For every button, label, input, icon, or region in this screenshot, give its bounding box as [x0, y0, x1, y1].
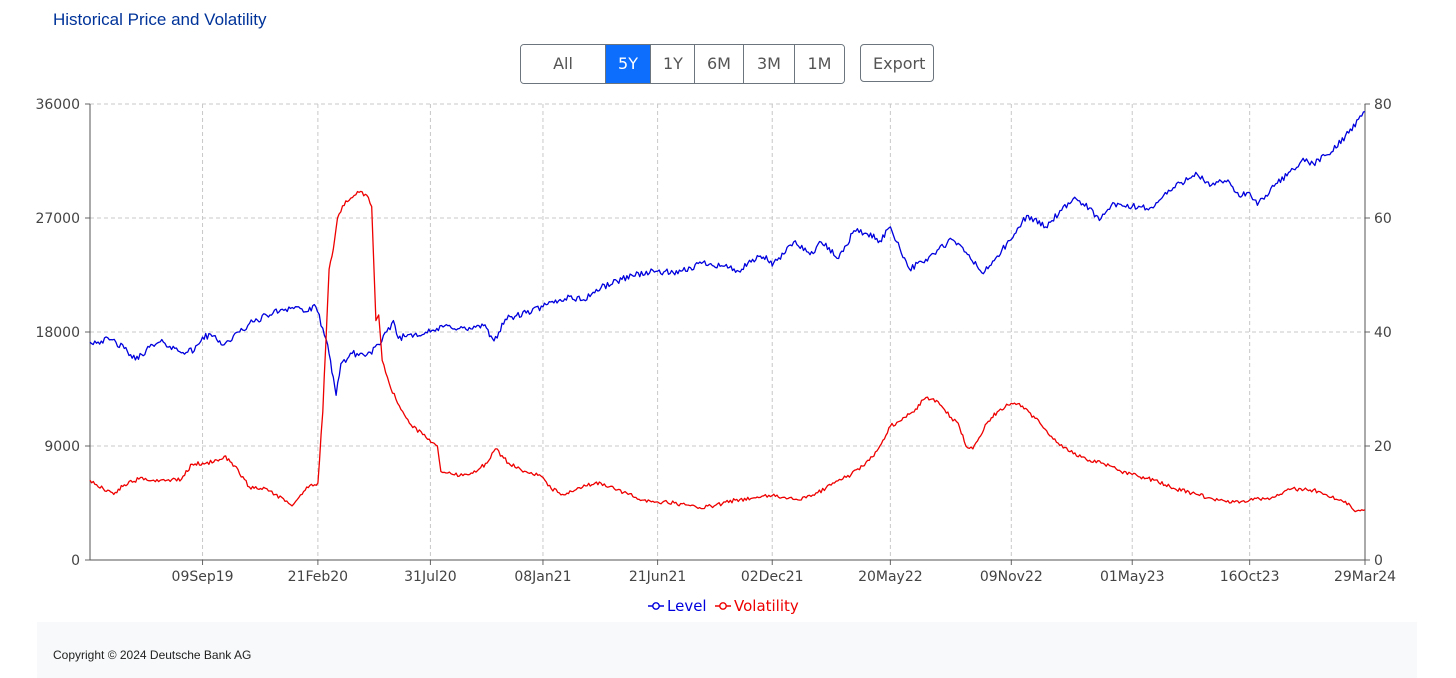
x-tick-label: 21Jun21 [629, 569, 687, 585]
series-line-volatility [89, 190, 1366, 513]
legend-item-volatility[interactable]: Volatility [715, 597, 799, 615]
range-button-3m[interactable]: 3M [744, 45, 795, 83]
y-right-tick-label: 0 [1374, 553, 1383, 569]
page-footer: Copyright © 2024 Deutsche Bank AG [37, 622, 1417, 678]
range-button-5y[interactable]: 5Y [606, 45, 651, 83]
legend-marker-icon [719, 602, 727, 610]
x-tick-label: 29Mar24 [1334, 569, 1396, 585]
legend-item-level[interactable]: Level [648, 597, 707, 615]
x-tick-label: 09Sep19 [172, 569, 234, 585]
range-button-6m[interactable]: 6M [695, 45, 744, 83]
y-left-tick-label: 27000 [35, 211, 80, 227]
chart-axes: 0 9000 18000 27000 36000 0 20 40 60 80 09Sep19 21Fe… [35, 97, 1396, 585]
chart-title: Historical Price and Volatility [53, 10, 267, 29]
range-button-all-time[interactable]: All Time [521, 45, 606, 83]
legend-label: Level [667, 597, 707, 615]
y-left-tick-label: 9000 [44, 439, 80, 455]
price-volatility-chart: 0 9000 18000 27000 36000 0 20 40 60 80 09Sep19 21Fe… [35, 97, 1396, 615]
x-tick-label: 09Nov22 [980, 569, 1043, 585]
export-button[interactable]: Export [860, 44, 934, 82]
x-tick-label: 02Dec21 [741, 569, 804, 585]
range-selector: All Time 5Y 1Y 6M 3M 1M [520, 44, 845, 84]
chart-series [89, 110, 1366, 513]
range-button-1y[interactable]: 1Y [651, 45, 695, 83]
chart-legend[interactable]: Level Volatility [648, 597, 799, 615]
series-line-level [89, 110, 1366, 396]
y-left-tick-label: 0 [71, 553, 80, 569]
x-tick-label: 08Jan21 [514, 569, 571, 585]
x-tick-label: 21Feb20 [288, 569, 348, 585]
y-left-tick-label: 18000 [35, 325, 80, 341]
x-tick-label: 01May23 [1100, 569, 1165, 585]
y-left-tick-label: 36000 [35, 97, 80, 113]
range-button-1m[interactable]: 1M [795, 45, 844, 83]
legend-label: Volatility [734, 597, 799, 615]
x-tick-label: 16Oct23 [1220, 569, 1280, 585]
copyright-text: Copyright © 2024 Deutsche Bank AG [53, 648, 252, 662]
y-right-tick-label: 60 [1374, 211, 1392, 227]
chart-grid [90, 103, 1366, 560]
y-right-tick-label: 40 [1374, 325, 1392, 341]
y-right-tick-label: 20 [1374, 439, 1392, 455]
legend-marker-icon [652, 602, 660, 610]
x-tick-label: 31Jul20 [404, 569, 457, 585]
x-tick-label: 20May22 [858, 569, 923, 585]
y-right-tick-label: 80 [1374, 97, 1392, 113]
